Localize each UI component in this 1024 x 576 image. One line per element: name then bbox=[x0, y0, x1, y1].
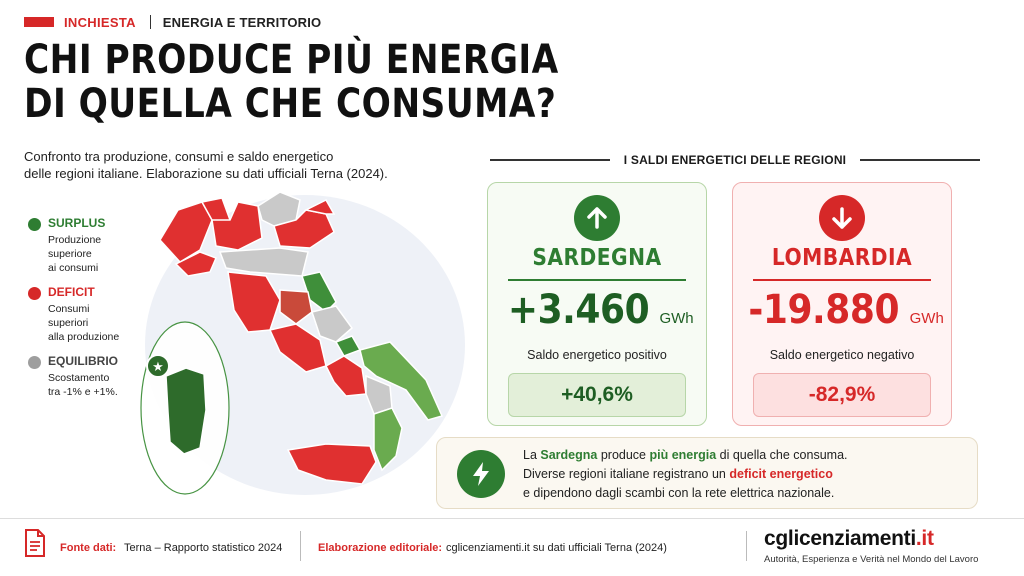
panel-heading: I SALDI ENERGETICI DELLE REGIONI bbox=[490, 150, 981, 170]
value-number: +3.460 bbox=[508, 287, 650, 333]
legend-item-surplus: SURPLUS Produzione superiore ai consumi bbox=[28, 216, 138, 275]
note-line-1: La Sardegna produce più energia di quell… bbox=[523, 446, 967, 465]
section-label: ENERGIA E TERRITORIO bbox=[162, 14, 322, 30]
note-text: La Sardegna produce più energia di quell… bbox=[523, 446, 967, 503]
percent-badge: +40,6% bbox=[508, 373, 686, 417]
edit-value: cglicenziamenti.it su dati ufficiali Ter… bbox=[446, 542, 667, 554]
region-calabria bbox=[373, 407, 403, 472]
note-highlight: Sardegna bbox=[540, 448, 598, 462]
card-label: Saldo energetico positivo bbox=[527, 348, 667, 362]
legend-item-deficit: DEFICIT Consumi superiori alla produzion… bbox=[28, 285, 138, 344]
subtitle: Confronto tra produzione, consumi e sald… bbox=[24, 148, 484, 182]
surplus-dot-icon bbox=[28, 218, 41, 231]
edit-label: Elaborazione editoriale: bbox=[318, 542, 443, 554]
document-icon bbox=[25, 529, 45, 557]
brand-logo[interactable]: cglicenziamenti.it bbox=[764, 527, 934, 551]
region-umbria bbox=[279, 289, 313, 325]
card-value: -19.880 GWh bbox=[733, 287, 951, 333]
arrow-up-icon bbox=[574, 195, 620, 241]
card-value: +3.460 GWh bbox=[488, 287, 706, 333]
page-title: CHI PRODUCE PIÙ ENERGIA DI QUELLA CHE CO… bbox=[24, 38, 574, 126]
subtitle-line-1: Confronto tra produzione, consumi e sald… bbox=[24, 149, 334, 164]
note-highlight: deficit energetico bbox=[729, 467, 833, 481]
note-fragment: produce bbox=[597, 448, 650, 462]
source-value: Terna – Rapporto statistico 2024 bbox=[124, 542, 283, 554]
card-label: Saldo energetico negativo bbox=[769, 348, 915, 362]
italy-map: ★ bbox=[130, 180, 470, 510]
region-name: LOMBARDIA bbox=[771, 245, 913, 271]
subtitle-line-2: delle regioni italiane. Elaborazione su … bbox=[24, 166, 388, 181]
tag-marker bbox=[24, 17, 54, 27]
title-line-2: DI QUELLA CHE CONSUMA? bbox=[24, 81, 557, 127]
tag-divider bbox=[149, 15, 151, 29]
tag-label: INCHIESTA bbox=[64, 14, 136, 30]
divider bbox=[860, 159, 981, 161]
panel-title: I SALDI ENERGETICI DELLE REGIONI bbox=[623, 153, 847, 167]
legend-line: alla produzione bbox=[48, 331, 120, 343]
note-highlight: più energia bbox=[649, 448, 717, 462]
region-friuli bbox=[303, 199, 336, 215]
brand-tagline: Autorità, Esperienza e Verità nel Mondo … bbox=[764, 554, 979, 565]
equilibrio-dot-icon bbox=[28, 356, 41, 369]
legend-desc: Produzione superiore ai consumi bbox=[48, 233, 138, 275]
region-puglia bbox=[359, 341, 444, 421]
region-liguria bbox=[174, 251, 217, 277]
legend-line: Consumi bbox=[48, 303, 90, 315]
footer: Fonte dati: Terna – Rapporto statistico … bbox=[0, 518, 1024, 576]
note-line-2: Diverse regioni italiane registrano un d… bbox=[523, 465, 967, 484]
map-legend: SURPLUS Produzione superiore ai consumi … bbox=[28, 216, 138, 409]
region-sardegna bbox=[165, 367, 207, 455]
percent-badge: -82,9% bbox=[753, 373, 931, 417]
note-fragment: Diverse regioni italiane registrano un bbox=[523, 467, 730, 481]
divider bbox=[508, 279, 686, 281]
footer-divider bbox=[300, 531, 301, 561]
legend-desc: Scostamento tra -1% e +1%. bbox=[48, 371, 138, 399]
region-sicilia bbox=[286, 443, 377, 485]
divider bbox=[753, 279, 931, 281]
legend-line: superiori bbox=[48, 317, 89, 329]
source-label: Fonte dati: bbox=[60, 542, 117, 554]
legend-title: DEFICIT bbox=[48, 285, 95, 299]
brand-tld: .it bbox=[915, 527, 934, 550]
card-lombardia: LOMBARDIA -19.880 GWh Saldo energetico ne… bbox=[732, 182, 952, 426]
note-fragment: La bbox=[523, 448, 541, 462]
legend-item-equilibrio: EQUILIBRIO Scostamento tra -1% e +1%. bbox=[28, 354, 138, 399]
legend-desc: Consumi superiori alla produzione bbox=[48, 302, 138, 344]
legend-line: superiore bbox=[48, 248, 92, 260]
arrow-down-icon bbox=[819, 195, 865, 241]
note-fragment: di quella che consuma. bbox=[716, 448, 848, 462]
brand-name: cglicenziamenti bbox=[764, 527, 916, 550]
legend-title: SURPLUS bbox=[48, 216, 106, 230]
note-line-3: e dipendono dagli scambi con la rete ele… bbox=[523, 486, 835, 500]
value-unit: GWh bbox=[659, 310, 694, 327]
legend-line: Produzione bbox=[48, 234, 102, 246]
info-note: La Sardegna produce più energia di quell… bbox=[436, 437, 978, 509]
value-unit: GWh bbox=[909, 310, 944, 327]
legend-line: Scostamento bbox=[48, 372, 110, 384]
deficit-dot-icon bbox=[28, 287, 41, 300]
star-badge-icon bbox=[146, 354, 170, 378]
region-abruzzo bbox=[311, 305, 354, 343]
region-veneto bbox=[273, 209, 335, 249]
title-line-1: CHI PRODUCE PIÙ ENERGIA bbox=[24, 37, 559, 83]
divider bbox=[490, 159, 610, 161]
italy-map-svg: ★ bbox=[140, 191, 465, 495]
value-number: -19.880 bbox=[748, 287, 900, 333]
legend-line: tra -1% e +1%. bbox=[48, 386, 118, 398]
region-lombardia bbox=[211, 201, 263, 251]
star-icon: ★ bbox=[152, 360, 164, 375]
card-sardegna: SARDEGNA +3.460 GWh Saldo energetico posi… bbox=[487, 182, 707, 426]
footer-divider bbox=[746, 531, 747, 561]
lightning-icon bbox=[457, 450, 505, 498]
region-name: SARDEGNA bbox=[532, 245, 662, 271]
legend-title: EQUILIBRIO bbox=[48, 354, 119, 368]
legend-line: ai consumi bbox=[48, 262, 99, 274]
top-bar: INCHIESTA ENERGIA E TERRITORIO bbox=[24, 12, 321, 32]
